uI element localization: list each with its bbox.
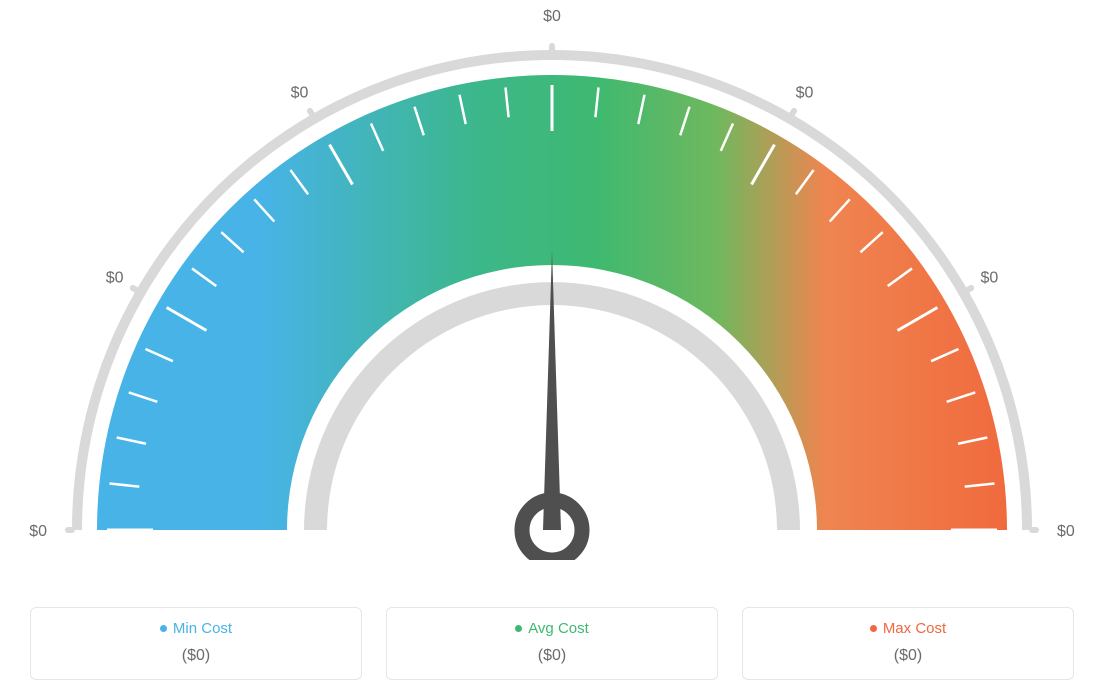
legend-card-avg: Avg Cost ($0) bbox=[386, 607, 718, 680]
gauge-tick-label: $0 bbox=[106, 270, 124, 287]
gauge-tick-label: $0 bbox=[980, 270, 998, 287]
legend-row: Min Cost ($0) Avg Cost ($0) Max Cost ($0) bbox=[30, 607, 1074, 680]
outer-tick bbox=[133, 288, 136, 290]
legend-label-max: Max Cost bbox=[751, 620, 1065, 637]
gauge-tick-label: $0 bbox=[796, 85, 814, 102]
legend-value-min: ($0) bbox=[39, 647, 353, 665]
gauge-tick-label: $0 bbox=[1057, 523, 1075, 540]
legend-value-max: ($0) bbox=[751, 647, 1065, 665]
outer-tick bbox=[792, 111, 794, 114]
gauge-svg: $0 $0 $0 $0 $0 $0 $0 bbox=[0, 0, 1104, 560]
legend-dot-max bbox=[870, 625, 877, 632]
legend-card-min: Min Cost ($0) bbox=[30, 607, 362, 680]
legend-dot-avg bbox=[515, 625, 522, 632]
gauge-tick-label: $0 bbox=[29, 523, 47, 540]
legend-value-avg: ($0) bbox=[395, 647, 709, 665]
legend-dot-min bbox=[160, 625, 167, 632]
gauge-tick-label: $0 bbox=[291, 85, 309, 102]
legend-label-text-min: Min Cost bbox=[173, 620, 232, 637]
gauge-tick-label: $0 bbox=[543, 8, 561, 25]
legend-label-min: Min Cost bbox=[39, 620, 353, 637]
outer-tick bbox=[968, 288, 971, 290]
legend-label-text-max: Max Cost bbox=[883, 620, 946, 637]
gauge-area: $0 $0 $0 $0 $0 $0 $0 bbox=[0, 0, 1104, 560]
outer-tick bbox=[310, 111, 312, 114]
legend-label-avg: Avg Cost bbox=[395, 620, 709, 637]
cost-gauge-chart: $0$0$0$0$0$0$0 Min Cost($0)Avg Cost($0)M… bbox=[0, 0, 1104, 690]
legend-card-max: Max Cost ($0) bbox=[742, 607, 1074, 680]
legend-label-text-avg: Avg Cost bbox=[528, 620, 589, 637]
